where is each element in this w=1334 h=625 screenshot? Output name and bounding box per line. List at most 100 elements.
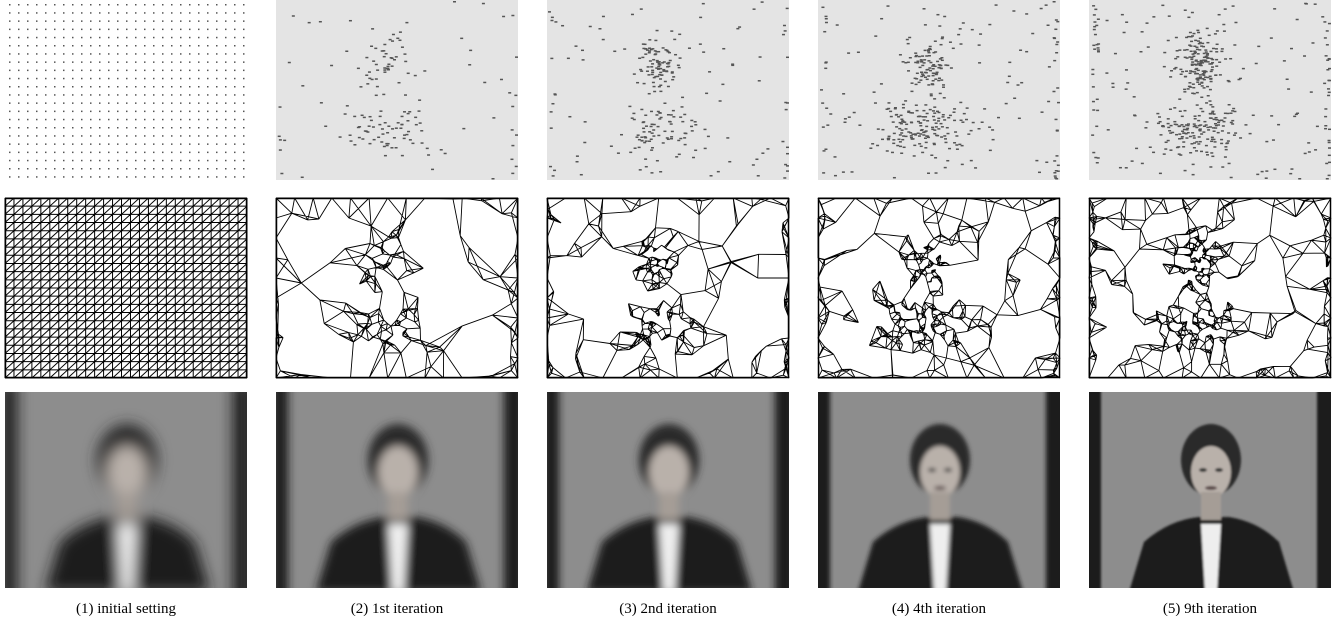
sample-point <box>1203 53 1206 55</box>
sample-point <box>36 119 38 121</box>
sample-point <box>553 170 556 172</box>
sample-point <box>668 52 671 54</box>
sample-point <box>372 126 375 128</box>
sample-point <box>1055 119 1058 121</box>
sample-point <box>198 20 200 22</box>
sample-point <box>243 45 245 47</box>
sample-point <box>670 123 673 125</box>
sample-point <box>180 78 182 80</box>
sample-point <box>135 111 137 113</box>
sample-point <box>786 8 789 10</box>
sample-point <box>27 152 29 154</box>
sample-point <box>339 136 342 138</box>
sample-point <box>1307 142 1310 144</box>
sample-point <box>893 177 896 179</box>
sample-point <box>1184 9 1187 11</box>
sample-point <box>1265 177 1268 179</box>
sample-point <box>1325 55 1328 57</box>
sample-point <box>1209 104 1212 106</box>
sample-point <box>1175 37 1178 39</box>
sample-point <box>126 160 128 162</box>
sample-point <box>1056 21 1059 23</box>
sample-point <box>918 56 921 58</box>
sample-point <box>54 160 56 162</box>
sample-point <box>895 114 898 116</box>
sample-point <box>941 60 944 62</box>
sample-point <box>72 111 74 113</box>
sample-point <box>638 139 641 141</box>
sample-point <box>671 72 674 74</box>
sample-point <box>353 116 356 118</box>
sample-point <box>225 94 227 96</box>
sample-point <box>966 107 969 109</box>
sample-point <box>27 168 29 170</box>
mouth <box>934 486 946 490</box>
sample-point <box>933 106 936 108</box>
sample-point <box>387 125 390 127</box>
sample-point <box>1055 19 1058 21</box>
sample-point <box>189 119 191 121</box>
sample-point <box>72 45 74 47</box>
sample-point <box>645 125 648 127</box>
right-bar <box>775 382 795 602</box>
sample-point <box>1193 123 1196 125</box>
sample-point <box>1053 38 1056 40</box>
sample-point <box>320 102 323 104</box>
sample-point <box>373 139 376 141</box>
sample-point <box>786 102 789 104</box>
sample-point <box>117 4 119 6</box>
sample-point <box>921 55 924 57</box>
sample-point <box>550 58 553 60</box>
caption: (2) 1st iteration <box>351 601 444 617</box>
sample-point <box>1328 129 1331 131</box>
sample-point <box>1211 112 1214 114</box>
sample-point <box>198 70 200 72</box>
sample-point <box>144 160 146 162</box>
sample-point <box>515 134 518 136</box>
sample-point <box>126 70 128 72</box>
sample-point <box>198 168 200 170</box>
sample-point <box>126 29 128 31</box>
sample-point <box>99 143 101 145</box>
sample-point <box>1192 83 1195 85</box>
sample-point <box>36 94 38 96</box>
sample-point <box>225 127 227 129</box>
sample-point <box>45 152 47 154</box>
sample-point <box>18 168 20 170</box>
sample-point <box>72 37 74 39</box>
sample-point <box>126 61 128 63</box>
sample-point <box>492 178 495 180</box>
sample-point <box>234 111 236 113</box>
sample-point <box>381 50 384 52</box>
sample-point <box>1206 54 1209 56</box>
sample-point <box>1189 73 1192 75</box>
sample-point <box>117 20 119 22</box>
sample-point <box>171 37 173 39</box>
sample-point <box>1265 170 1268 172</box>
sample-point <box>45 4 47 6</box>
sample-point <box>36 160 38 162</box>
sample-point <box>1181 131 1184 133</box>
sample-point <box>623 48 626 50</box>
sample-point <box>380 141 383 143</box>
sample-point <box>180 152 182 154</box>
sample-point <box>234 102 236 104</box>
sample-point <box>1201 111 1204 113</box>
sample-point <box>679 57 682 59</box>
mouth <box>1205 486 1217 490</box>
sample-point <box>126 53 128 55</box>
sample-point <box>710 175 713 177</box>
sample-point <box>207 94 209 96</box>
sample-point <box>670 30 673 32</box>
sample-point <box>1224 8 1227 10</box>
sample-point <box>117 168 119 170</box>
sample-point <box>886 150 889 152</box>
sample-point <box>851 171 854 173</box>
sample-point <box>36 45 38 47</box>
sample-point <box>385 143 388 145</box>
sample-point <box>126 111 128 113</box>
sample-point <box>925 69 928 71</box>
sample-point <box>825 22 828 24</box>
sample-point <box>401 155 404 157</box>
sample-point <box>667 139 670 141</box>
